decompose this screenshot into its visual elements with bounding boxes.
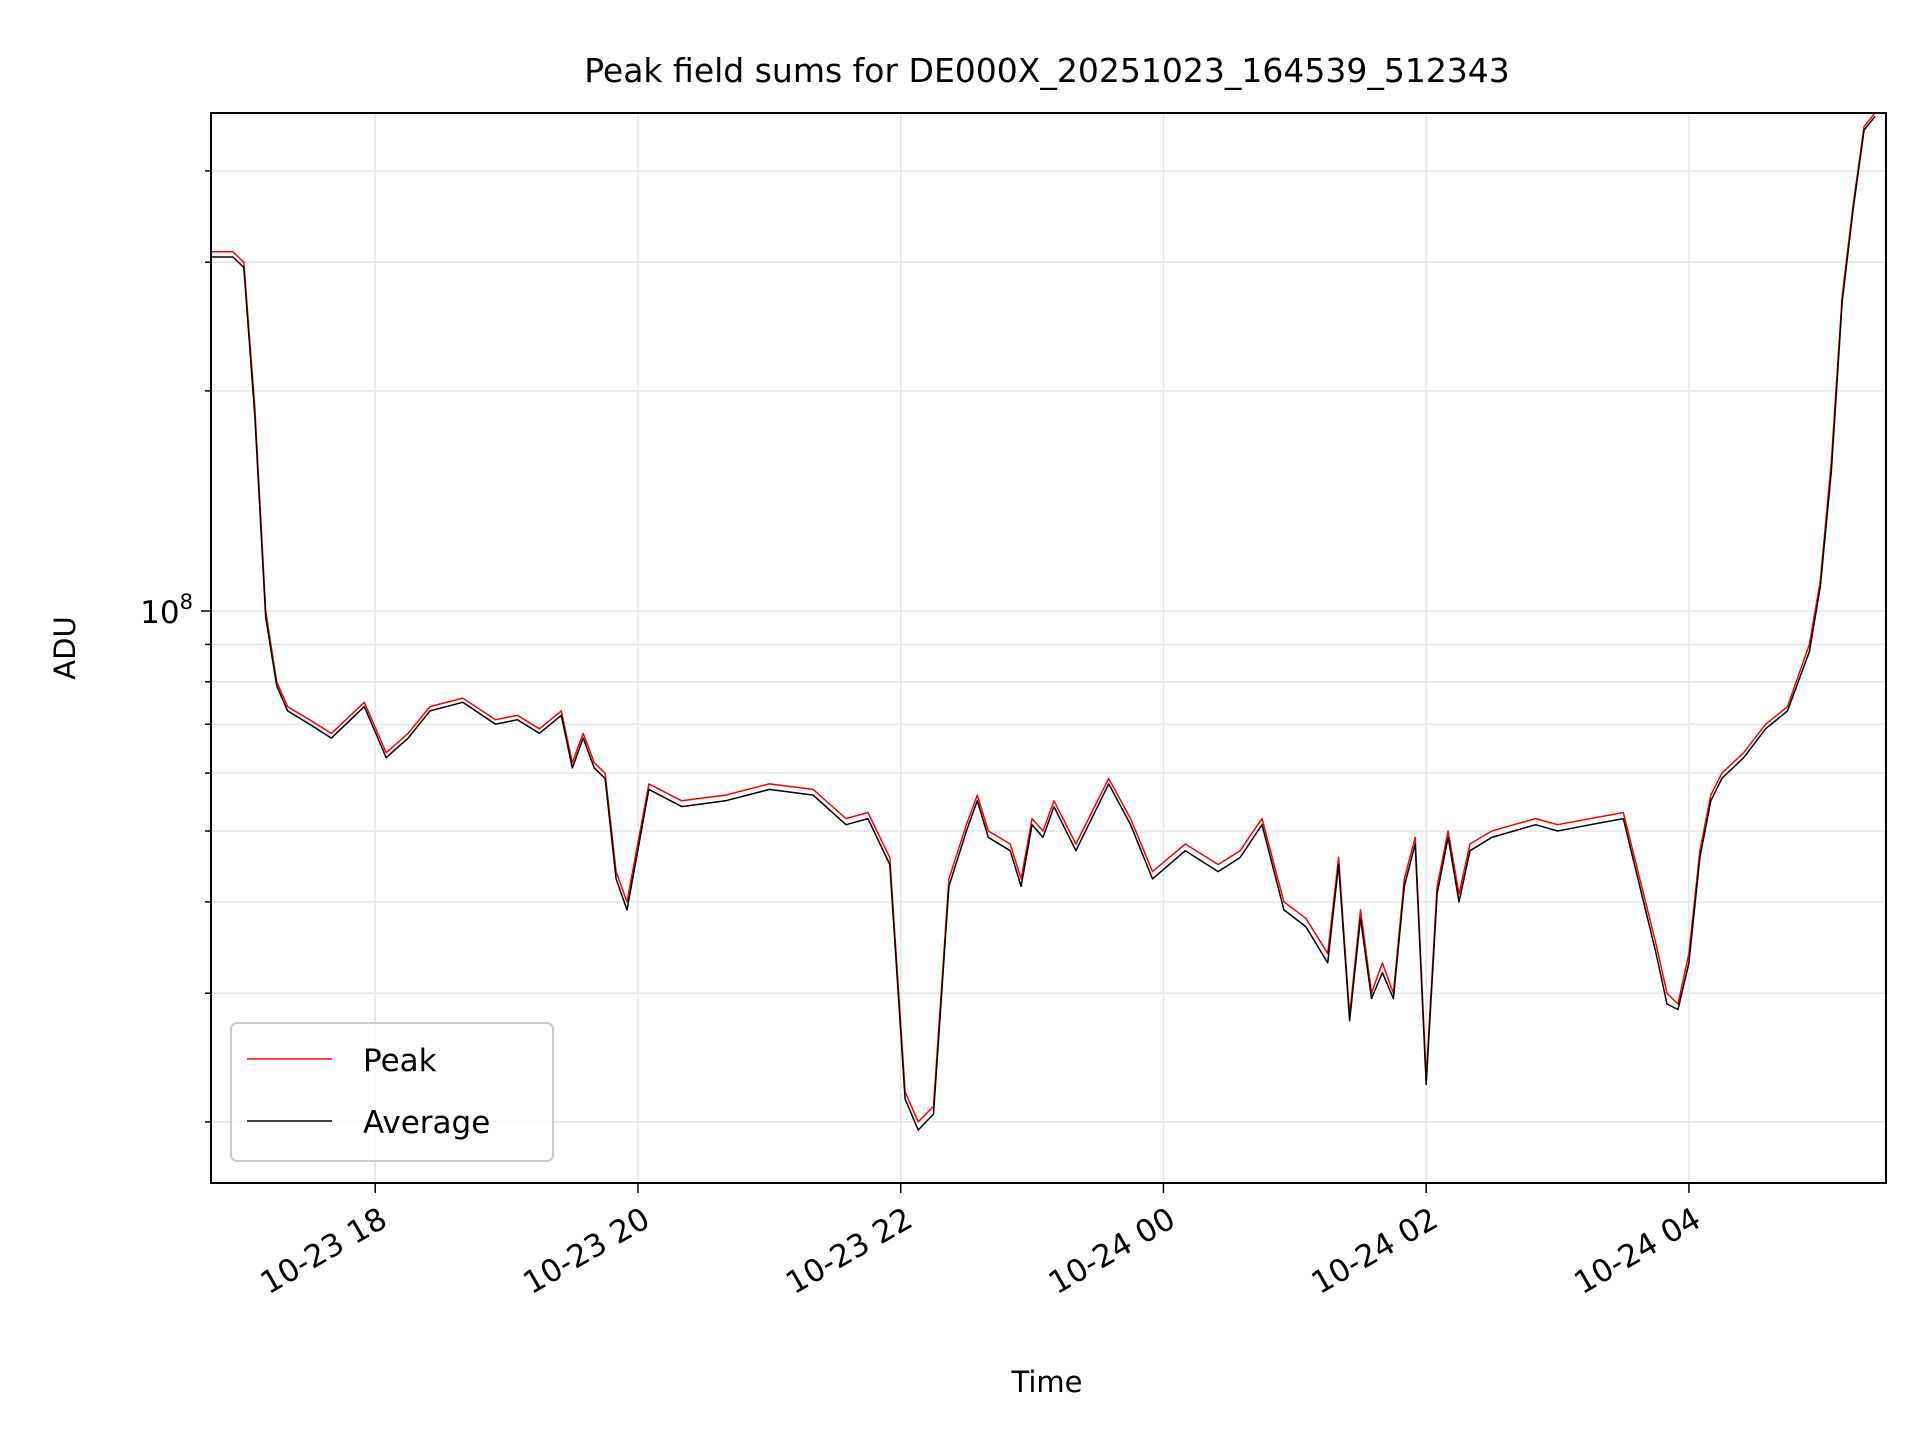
y-ticks: 108 [140,170,211,1123]
x-axis-label: Time [1011,1365,1083,1399]
grid-layer [211,113,1886,1183]
plot-frame [210,112,1887,1184]
legend-box [230,1022,554,1162]
y-tick-label: 108 [140,590,193,631]
legend-average-label: Average [363,1105,490,1141]
legend: Peak Average [230,1022,554,1162]
legend-peak-label: Peak [363,1043,437,1079]
series-line-peak [211,112,1876,1123]
y-axis-label: ADU [48,616,82,679]
chart-title: Peak field sums for DE000X_20251023_1645… [584,51,1510,90]
series-line-average [211,115,1876,1131]
series-layer [211,112,1876,1131]
